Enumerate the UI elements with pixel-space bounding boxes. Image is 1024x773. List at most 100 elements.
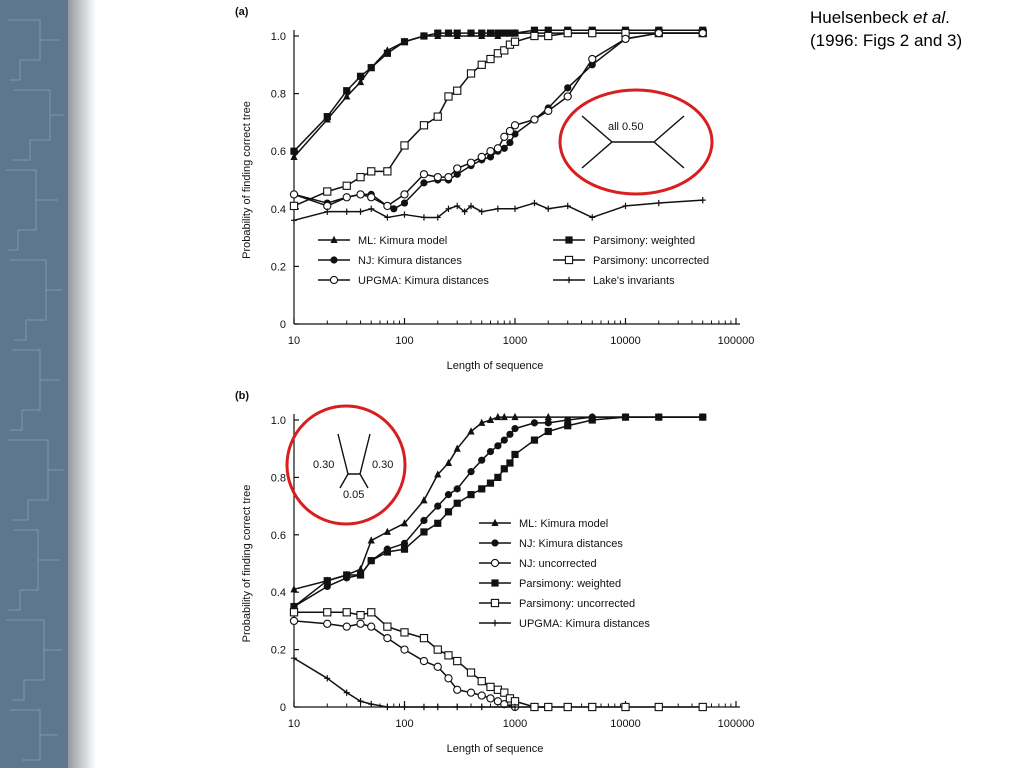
data-point <box>544 26 552 34</box>
data-point <box>530 702 539 712</box>
legend-swatch-marker <box>490 558 500 568</box>
data-point <box>477 60 486 69</box>
data-point <box>384 703 391 711</box>
x-tick-label: 10000 <box>610 718 641 730</box>
y-tick-label: 0.2 <box>271 645 286 657</box>
data-point <box>390 205 398 213</box>
data-point <box>453 444 461 452</box>
data-point <box>323 577 331 585</box>
data-point <box>342 622 351 631</box>
panel-label-a: (a) <box>235 6 249 18</box>
data-point <box>400 645 409 654</box>
data-point <box>544 412 552 421</box>
data-point <box>453 29 461 37</box>
data-point <box>383 633 392 643</box>
data-point <box>367 536 375 544</box>
y-axis-label-b: Probability of finding correct tree <box>241 485 253 643</box>
data-point <box>486 147 495 156</box>
data-point <box>564 422 572 430</box>
data-point <box>357 208 364 215</box>
data-point <box>544 702 553 712</box>
x-tick-label: 10 <box>288 718 300 730</box>
legend-entry: ML: Kimura model <box>519 518 608 530</box>
series-b-0 <box>290 412 707 593</box>
data-point <box>478 456 486 464</box>
data-point <box>699 196 706 204</box>
data-point <box>466 69 476 78</box>
data-point <box>343 87 351 95</box>
series-b-3 <box>290 413 707 611</box>
data-point <box>453 485 461 493</box>
tree-inset-b: 0.30 0.30 0.05 <box>285 404 407 526</box>
tree-branch-label: all 0.50 <box>608 121 643 133</box>
data-point <box>500 688 509 697</box>
data-point <box>454 703 461 711</box>
y-ticks-b: 0 0.2 0.4 0.6 0.8 1.0 <box>271 415 299 714</box>
y-tick-label: 0.6 <box>271 146 286 158</box>
legend-swatch-marker <box>491 518 499 526</box>
data-point <box>420 528 428 536</box>
data-point <box>467 491 475 499</box>
data-point <box>466 668 476 677</box>
data-point <box>434 29 442 37</box>
legend-swatch <box>479 518 511 526</box>
tree-branch-label-internal: 0.05 <box>343 489 364 501</box>
data-point <box>453 170 461 178</box>
series-b-4 <box>289 608 707 712</box>
data-point <box>289 201 299 211</box>
data-point <box>356 172 365 182</box>
data-point <box>544 106 553 116</box>
legend-entry: NJ: uncorrected <box>519 558 597 570</box>
data-point <box>510 697 520 706</box>
chart-a-svg: (a) 0 0.2 0.4 0.6 0.8 1.0 10 100 1000 10000 100000 L… <box>235 6 754 372</box>
data-point <box>531 199 538 207</box>
legend-swatch <box>553 236 585 244</box>
data-point <box>444 674 453 683</box>
data-point <box>290 152 298 160</box>
data-point <box>400 38 409 46</box>
data-point <box>444 29 453 37</box>
data-point <box>468 202 475 210</box>
x-ticks-a: 10 100 1000 10000 100000 <box>288 318 754 347</box>
data-point <box>342 608 351 617</box>
data-point <box>434 470 442 478</box>
tree-branch-label-right: 0.30 <box>372 459 393 471</box>
data-point <box>419 633 429 643</box>
x-tick-label: 1000 <box>503 335 527 347</box>
legend-swatch-marker <box>492 619 498 627</box>
data-point <box>453 86 462 95</box>
data-point <box>563 28 572 38</box>
citation-author: Huelsenbeck <box>810 8 914 27</box>
data-point <box>486 29 495 37</box>
tree-inset-a: all 0.50 <box>558 88 714 196</box>
data-point <box>420 214 427 221</box>
data-point <box>453 164 462 173</box>
data-point <box>563 92 572 101</box>
data-point <box>420 496 428 504</box>
data-point <box>444 172 453 182</box>
y-tick-label: 0.8 <box>271 89 286 101</box>
legend-entry: NJ: Kimura distances <box>519 538 623 550</box>
y-tick-label: 0 <box>280 319 286 331</box>
unrooted-tree <box>337 433 371 489</box>
axes-a <box>293 30 740 325</box>
data-point <box>588 702 597 712</box>
data-point <box>510 37 520 46</box>
data-point <box>444 458 453 467</box>
series-a-0 <box>290 28 707 160</box>
data-point <box>383 201 392 211</box>
legend-swatch-marker <box>566 276 572 284</box>
data-point <box>367 64 375 72</box>
data-point <box>544 31 553 41</box>
sidebar-decoration <box>0 0 68 768</box>
legend-entry: Parsimony: weighted <box>519 578 621 590</box>
chart-b-svg: (b) 0 0.2 0.4 0.6 0.8 1.0 10 100 1000 10000 100000 L… <box>235 390 754 755</box>
data-point <box>357 698 364 705</box>
data-point <box>506 138 514 147</box>
series-a-3 <box>289 28 707 211</box>
data-point <box>588 416 596 424</box>
data-point <box>698 702 707 712</box>
data-point <box>621 413 630 421</box>
data-point <box>420 703 427 711</box>
data-point <box>477 691 486 700</box>
